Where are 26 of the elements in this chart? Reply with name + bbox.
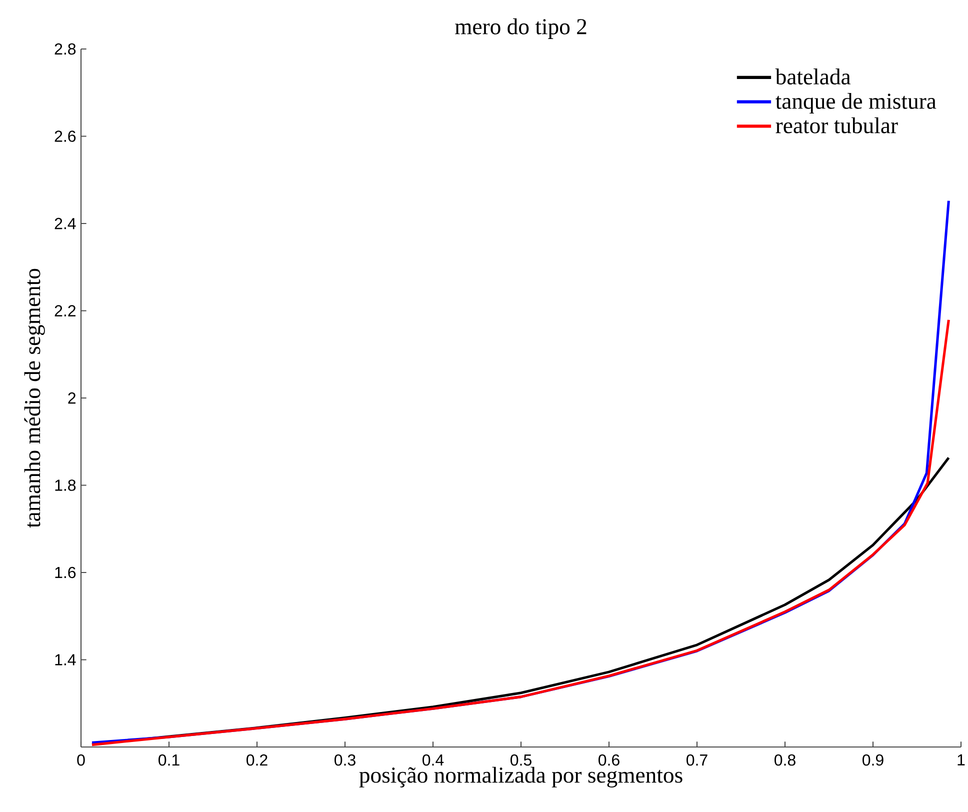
y-tick-label: 2.2 [54,305,76,316]
y-tick-label: 2.4 [54,218,76,230]
y-tick-label: 1.8 [55,480,76,491]
y-tick-label: 2 [68,392,76,404]
y-tick-label: 2.8 [54,43,76,55]
y-axis-title: tamanho médio de segmento [24,268,45,528]
y-tick-label: 1.6 [55,566,76,578]
x-tick-label: 0.2 [246,754,268,766]
line-series [90,318,950,746]
x-tick-label: 0 [77,754,85,766]
x-axis-title: posição normalizada por segmentos [359,766,682,788]
x-tick-label: 0.4 [422,754,444,766]
x-tick-label: 0.7 [686,754,708,766]
x-tick-label: 0.5 [510,754,532,766]
x-tick-label: 1 [958,754,965,766]
legend-label: tanque de mistura [776,92,936,114]
chart-title: mero do tipo 2 [455,18,586,39]
y-tick-label: 2.6 [54,130,76,142]
x-tick-label: 0.9 [862,754,884,766]
y-tick-label: 1.4 [55,654,76,666]
legend-label: batelada [775,68,851,85]
x-tick-label: 0.3 [334,754,356,766]
x-tick-label: 0.6 [598,754,620,766]
legend-label: reator tubular [776,117,898,134]
x-tick-label: 0.8 [774,754,796,766]
x-tick-label: 0.1 [158,754,180,766]
